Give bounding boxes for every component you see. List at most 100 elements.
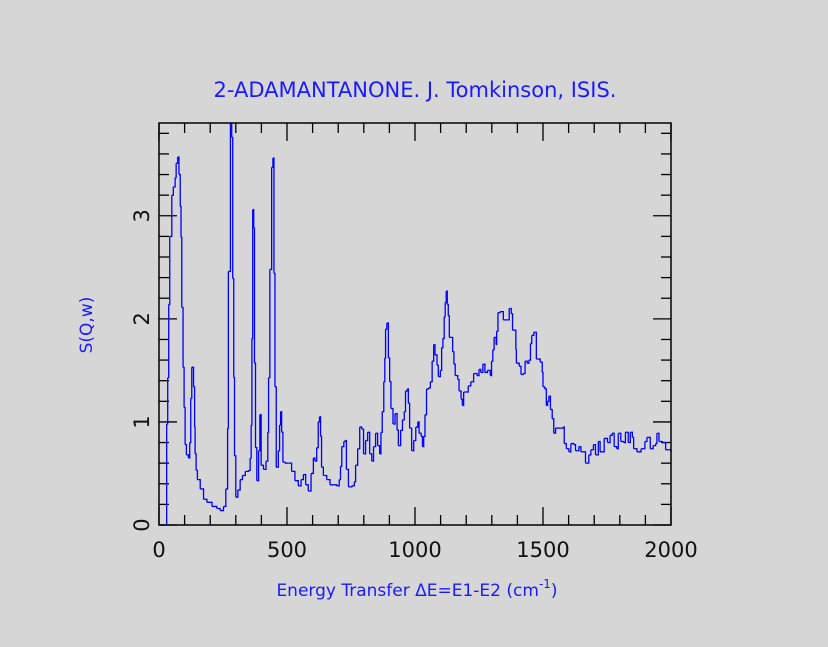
spectrum-segment <box>196 469 199 480</box>
spectrum-segment <box>422 436 425 448</box>
spectrum-segment <box>405 388 408 392</box>
spectrum-segment <box>655 433 658 445</box>
spectrum-segment <box>407 388 409 404</box>
spectrum-segment <box>516 362 520 367</box>
spectrum-segment <box>365 432 369 442</box>
spectrum-segment <box>531 332 535 336</box>
spectrum-segment <box>237 479 241 491</box>
spectrum-segment <box>492 337 495 351</box>
spectrum-segment <box>548 395 552 410</box>
x-axis-label-main: Energy Transfer ΔE=E1-E2 (cm <box>276 581 539 601</box>
spectrum-segment <box>578 446 582 452</box>
spectrum-segment <box>442 316 445 340</box>
spectrum-segment <box>298 479 302 487</box>
spectrum-segment <box>490 361 493 377</box>
spectrum-segment <box>389 381 392 409</box>
spectrum-segment <box>354 465 357 483</box>
spectrum-segment <box>288 462 293 472</box>
spectrum-segment <box>648 436 651 449</box>
spectrum-segment <box>267 377 270 433</box>
spectrum-segment <box>437 364 439 377</box>
spectrum-segment <box>428 381 432 389</box>
spectrum-segment <box>385 322 388 330</box>
spectrum-segment <box>482 363 486 373</box>
spectrum-segment <box>604 437 609 443</box>
spectrum-segment <box>195 453 197 471</box>
spectrum-segment <box>434 354 438 366</box>
spectrum-segment <box>279 411 282 426</box>
spectrum-segment <box>234 455 237 498</box>
spectrum-segment <box>233 376 236 456</box>
spectrum-segment <box>373 433 377 448</box>
spectrum-segment <box>278 425 281 452</box>
spectrum-segment <box>584 451 587 464</box>
spectrum-segment <box>480 364 484 374</box>
spectrum-segment <box>423 414 426 438</box>
spectrum-segment <box>470 373 475 383</box>
spectrum-segment <box>461 398 464 406</box>
x-tick-label: 500 <box>267 538 307 562</box>
spectrum-segment <box>511 313 514 331</box>
spectrum-segment <box>206 501 213 507</box>
spectrum-segment <box>357 427 361 450</box>
spectrum-segment <box>200 488 205 500</box>
spectrum-segment <box>547 396 550 402</box>
spectrum-segment <box>166 377 169 425</box>
spectrum-segment <box>610 433 613 436</box>
spectrum-segment <box>441 338 444 349</box>
spectrum-segment <box>527 360 530 364</box>
spectrum-segment <box>320 435 323 468</box>
spectrum-segment <box>515 349 518 364</box>
spectrum-segment <box>250 425 252 459</box>
spectrum-segment <box>598 440 601 452</box>
spectrum-segment <box>273 272 276 387</box>
spectrum-segment <box>465 385 469 393</box>
spectrum-segment <box>384 329 387 359</box>
spectrum-segment <box>543 386 546 389</box>
spectrum-segment <box>240 475 244 481</box>
spectrum-segment <box>552 418 555 434</box>
spectrum-segment <box>607 435 611 444</box>
spectrum-segment <box>251 209 254 340</box>
spectrum-segment <box>367 431 371 454</box>
spectrum-segment <box>525 360 528 364</box>
spectrum-segment <box>371 446 375 462</box>
spectrum-segment <box>444 302 446 318</box>
spectrum-segment <box>339 466 342 481</box>
spectrum-segment <box>656 432 660 442</box>
spectrum-segment <box>171 186 174 196</box>
spectrum-segment <box>186 454 190 458</box>
spectrum-segment <box>305 484 309 491</box>
spectrum-segment <box>303 473 307 485</box>
spectrum-segment <box>459 390 462 400</box>
spectrum-segment <box>235 489 239 498</box>
spectrum-segment <box>653 443 657 447</box>
x-tick-label: 0 <box>152 538 165 562</box>
spectrum-segment <box>321 466 325 476</box>
spectrum-segment <box>203 498 208 503</box>
spectrum-segment <box>633 448 638 452</box>
spectrum-segment <box>398 430 402 447</box>
spectrum-segment <box>509 307 512 314</box>
spectrum-segment <box>593 443 597 455</box>
spectrum-segment <box>462 392 465 407</box>
spectrum-segment <box>191 366 195 387</box>
spectrum-segment <box>421 435 424 447</box>
spectrum-segment <box>181 236 183 308</box>
spectrum-segment <box>411 440 415 452</box>
spectrum-segment <box>168 236 171 306</box>
spectrum-segment <box>227 271 230 429</box>
spectrum-segment <box>636 448 642 453</box>
spectrum-segment <box>506 308 510 321</box>
spectrum-segment <box>487 369 491 376</box>
spectrum-segment <box>363 440 367 455</box>
spectrum-segment <box>341 441 345 448</box>
spectrum-segment <box>313 457 316 462</box>
spectrum-segment <box>623 432 627 444</box>
spectrum-segment <box>242 471 246 477</box>
spectrum-segment <box>630 431 633 438</box>
spectrum-segment <box>641 441 646 450</box>
spectrum-segment <box>377 444 381 454</box>
x-tick-label: 1500 <box>516 538 569 562</box>
spectrum-segment <box>259 414 262 466</box>
